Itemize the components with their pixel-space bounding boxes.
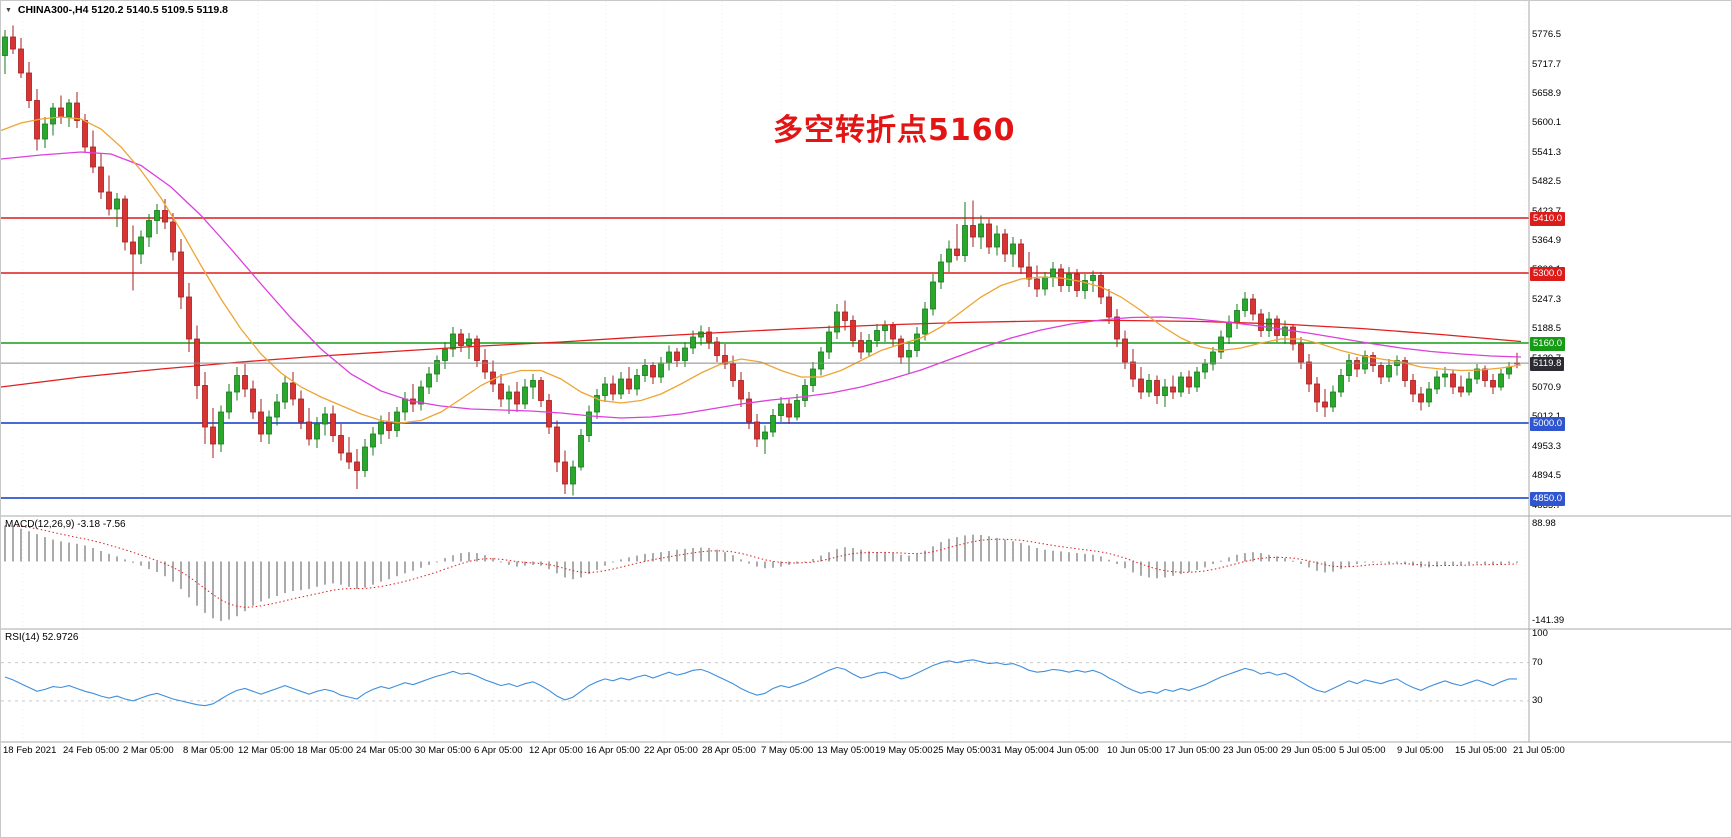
x-axis-date-label: 22 Apr 05:00 — [644, 745, 698, 756]
chart-canvas[interactable] — [1, 1, 1732, 761]
x-axis-date-label: 25 May 05:00 — [933, 745, 991, 756]
price-axis-tick: 5717.7 — [1532, 58, 1562, 70]
price-axis-tick: 5070.9 — [1532, 382, 1562, 394]
x-axis-date-label: 24 Feb 05:00 — [63, 745, 119, 756]
x-axis-date-label: 18 Mar 05:00 — [297, 745, 353, 756]
x-axis-date-label: 7 May 05:00 — [761, 745, 814, 756]
price-tag-4850.0: 4850.0 — [1530, 491, 1566, 506]
x-axis-date-label: 12 Apr 05:00 — [529, 745, 583, 756]
rsi-scale-70: 70 — [1532, 657, 1543, 668]
rsi-indicator-label: RSI(14) 52.9726 — [5, 632, 78, 643]
candles — [2, 25, 1520, 496]
x-axis-date-label: 4 Jun 05:00 — [1049, 745, 1099, 756]
price-axis-tick: 5541.3 — [1532, 146, 1562, 158]
x-axis-date-label: 16 Apr 05:00 — [586, 745, 640, 756]
ohlc-header: ▼ CHINA300-,H4 5120.2 5140.5 5109.5 5119… — [5, 4, 228, 16]
rsi-scale-30: 30 — [1532, 695, 1543, 706]
price-axis-tick: 5188.5 — [1532, 323, 1562, 335]
price-axis-tick: 5482.5 — [1532, 176, 1562, 188]
horizontal-price-lines[interactable] — [1, 217, 1529, 499]
macd-scale-max: 88.98 — [1532, 518, 1556, 529]
symbol-timeframe-label: CHINA300-,H4 — [17, 4, 89, 16]
price-tag-5300.0: 5300.0 — [1530, 266, 1566, 281]
macd-indicator-label: MACD(12,26,9) -3.18 -7.56 — [5, 519, 126, 530]
x-axis-date-label: 18 Feb 2021 — [3, 745, 57, 756]
ohlc-values: 5120.2 5140.5 5109.5 5119.8 — [91, 4, 229, 16]
x-axis-date-label: 30 Mar 05:00 — [415, 745, 471, 756]
x-axis-date-label: 9 Jul 05:00 — [1397, 745, 1444, 756]
macd-scale-min: -141.39 — [1532, 615, 1565, 626]
macd-signal-line — [4, 525, 1518, 608]
x-axis-date-label: 8 Mar 05:00 — [183, 745, 234, 756]
x-axis-date-label: 29 Jun 05:00 — [1281, 745, 1336, 756]
x-axis-date-label: 15 Jul 05:00 — [1455, 745, 1507, 756]
x-axis-date-label: 21 Jul 05:00 — [1513, 745, 1565, 756]
x-axis-date-label: 5 Jul 05:00 — [1339, 745, 1386, 756]
x-axis-date-label: 17 Jun 05:00 — [1165, 745, 1220, 756]
price-tag-5410.0: 5410.0 — [1530, 211, 1566, 226]
rsi-scale-100: 100 — [1532, 628, 1548, 639]
price-axis-tick: 5776.5 — [1532, 29, 1562, 41]
rsi-level-lines — [1, 662, 1529, 702]
price-tag-5160.0: 5160.0 — [1530, 336, 1566, 351]
x-axis-date-label: 2 Mar 05:00 — [123, 745, 174, 756]
x-axis-date-label: 24 Mar 05:00 — [356, 745, 412, 756]
price-axis-tick: 5600.1 — [1532, 117, 1562, 129]
rsi-line — [4, 659, 1517, 707]
x-axis-date-label: 31 May 05:00 — [991, 745, 1049, 756]
chart-annotation-text: 多空转折点5160 — [773, 113, 1016, 148]
x-axis-date-label: 28 Apr 05:00 — [702, 745, 756, 756]
price-axis-tick: 5247.3 — [1532, 293, 1562, 305]
price-axis-tick: 5423.7 — [1532, 206, 1561, 217]
x-axis-date-label: 6 Apr 05:00 — [474, 745, 523, 756]
x-axis-date-label: 19 May 05:00 — [875, 745, 933, 756]
price-axis-tick: 4953.3 — [1532, 440, 1562, 452]
rsi-name: RSI(14) — [5, 632, 40, 643]
x-axis-date-label: 12 Mar 05:00 — [238, 745, 294, 756]
price-tag-5119.8: 5119.8 — [1530, 356, 1565, 371]
rsi-value: 52.9726 — [42, 632, 79, 643]
price-axis-tick: 5658.9 — [1532, 88, 1562, 100]
price-tag-5000.0: 5000.0 — [1530, 416, 1566, 431]
macd-histogram — [4, 525, 1518, 621]
macd-values: -3.18 -7.56 — [77, 519, 126, 530]
ma-fast-orange — [1, 116, 1522, 424]
symbol-dropdown-icon[interactable]: ▼ — [5, 7, 12, 14]
ma-medium-magenta — [1, 151, 1522, 419]
x-axis-date-label: 13 May 05:00 — [817, 745, 875, 756]
price-axis-tick: 4894.5 — [1532, 470, 1562, 482]
x-axis-date-label: 10 Jun 05:00 — [1107, 745, 1162, 756]
macd-name: MACD(12,26,9) — [5, 519, 75, 530]
price-axis-tick: 5364.9 — [1532, 235, 1562, 247]
ma-slow-red — [1, 319, 1522, 388]
x-axis-date-label: 23 Jun 05:00 — [1223, 745, 1278, 756]
